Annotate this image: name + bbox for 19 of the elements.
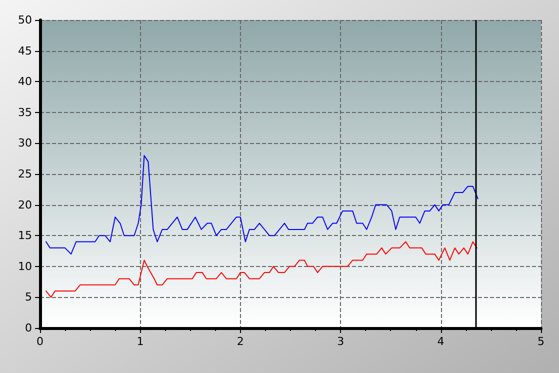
y-tick-label: 10 — [18, 260, 32, 273]
x-tick-label: 0 — [36, 335, 44, 348]
y-tick-label: 25 — [18, 168, 32, 180]
x-tick-label: 1 — [136, 335, 144, 348]
y-tick-label: 30 — [18, 136, 32, 150]
y-tick-label: 40 — [18, 75, 32, 88]
y-tick-label: 50 — [18, 14, 32, 26]
y-tick-label: 45 — [18, 44, 32, 58]
line-series — [46, 155, 478, 255]
line-series — [46, 241, 478, 298]
x-tick-label: 4 — [437, 335, 444, 348]
y-tick-label: 0 — [25, 322, 32, 334]
y-tick-label: 20 — [18, 198, 32, 212]
x-tick-label: 3 — [337, 335, 344, 348]
y-tick-label: 15 — [18, 229, 32, 242]
y-tick-label: 35 — [18, 106, 32, 119]
y-tick-label: 5 — [25, 290, 32, 304]
x-tick-label: 2 — [236, 335, 244, 348]
x-tick-label: 5 — [538, 335, 544, 348]
